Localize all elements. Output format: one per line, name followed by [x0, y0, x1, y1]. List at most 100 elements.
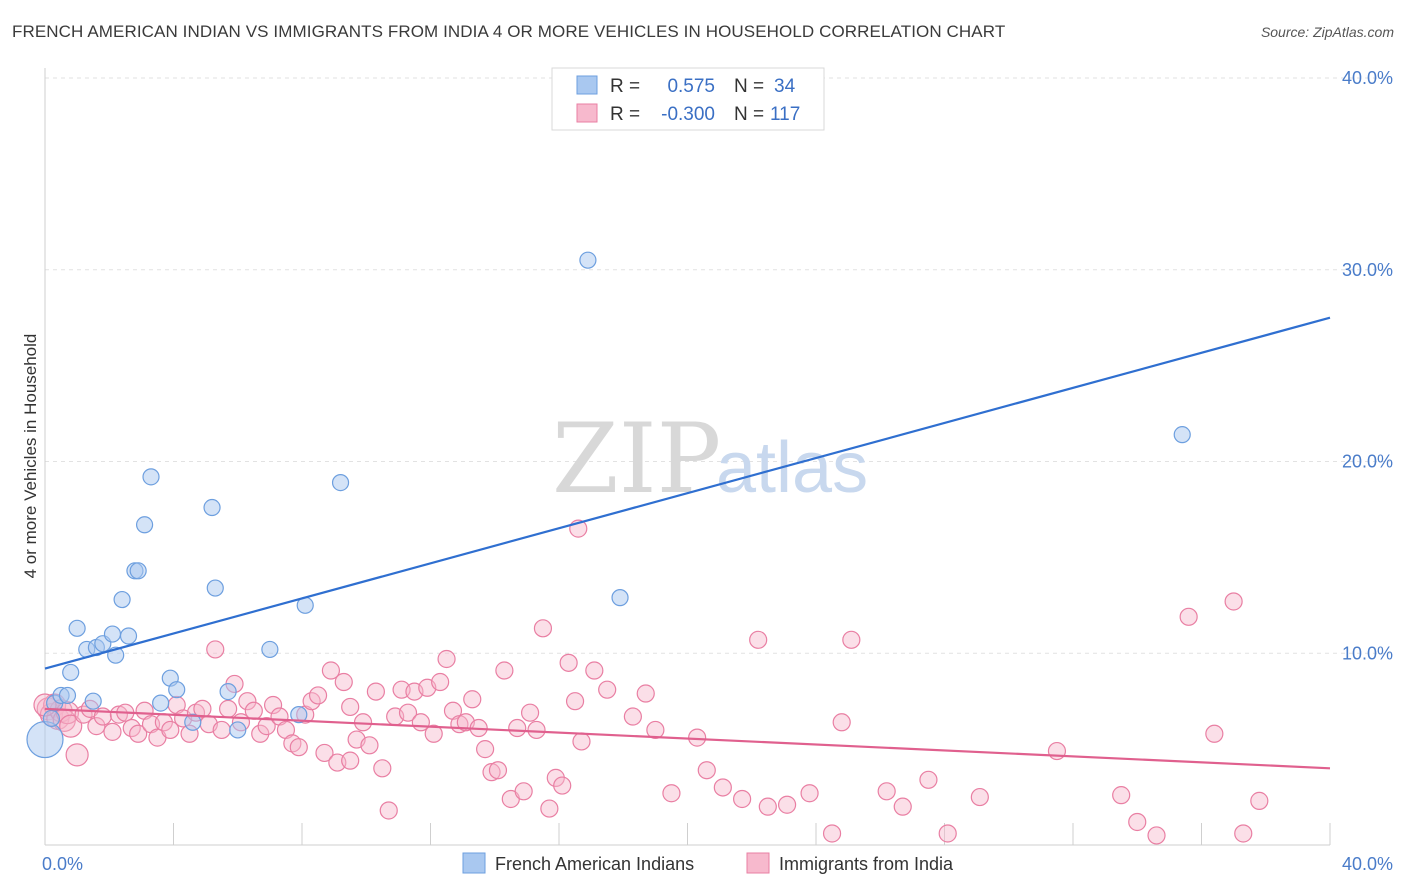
point-immigrants-from-india [129, 724, 148, 743]
stats-swatch-blue [576, 75, 598, 95]
point-immigrants-from-india [527, 720, 546, 740]
stats-swatch-pink [576, 103, 598, 123]
point-immigrants-from-india [919, 770, 938, 789]
point-immigrants-from-india [598, 680, 617, 699]
point-immigrants-from-india [777, 795, 797, 814]
point-french-american-indians [42, 709, 61, 728]
watermark: ZIP atlas [552, 403, 868, 515]
point-immigrants-from-india [733, 789, 752, 809]
point-immigrants-from-india [161, 720, 180, 740]
point-french-american-indians [206, 579, 224, 597]
point-immigrants-from-india [893, 797, 912, 816]
point-french-american-indians [184, 713, 202, 731]
point-immigrants-from-india [800, 784, 819, 803]
point-immigrants-from-india [572, 732, 591, 751]
point-immigrants-from-india [321, 661, 341, 680]
legend: French American Indians Immigrants from … [462, 852, 954, 874]
point-immigrants-from-india [1128, 812, 1147, 832]
point-immigrants-from-india [360, 736, 379, 755]
source-label: Source: ZipAtlas.com [1260, 24, 1394, 40]
point-immigrants-from-india [379, 801, 398, 820]
point-immigrants-from-india [103, 722, 122, 741]
point-immigrants-from-india [1179, 607, 1198, 626]
y-axis-label: 4 or more Vehicles in Household [21, 334, 40, 579]
point-french-american-indians [261, 640, 279, 659]
point-immigrants-from-india [520, 703, 540, 722]
point-immigrants-from-india [585, 661, 604, 680]
watermark-atlas: atlas [716, 428, 868, 508]
point-french-american-indians [611, 589, 629, 607]
point-immigrants-from-india [437, 649, 456, 669]
point-immigrants-from-india [1250, 791, 1269, 810]
stats-r-value-blue: 0.575 [667, 76, 715, 97]
point-french-american-indians [119, 627, 138, 645]
point-french-american-indians [129, 562, 147, 580]
point-immigrants-from-india [565, 692, 585, 711]
series-french-american-indians [26, 251, 1191, 759]
point-immigrants-from-india [1112, 786, 1131, 805]
point-french-american-indians [203, 498, 221, 517]
point-immigrants-from-india [431, 672, 450, 692]
point-immigrants-from-india [514, 782, 533, 801]
point-immigrants-from-india [257, 717, 276, 736]
stats-box: R = 0.575 N = 34 R = -0.300 N = 117 [551, 67, 825, 131]
stats-n-label-blue: N = [734, 76, 764, 97]
point-immigrants-from-india [373, 759, 392, 778]
point-french-american-indians [68, 619, 86, 637]
point-immigrants-from-india [334, 672, 353, 692]
y-tick-label: 30.0% [1342, 260, 1393, 280]
point-immigrants-from-india [646, 720, 665, 740]
point-immigrants-from-india [289, 738, 308, 757]
point-french-american-indians [168, 681, 186, 699]
point-immigrants-from-india [553, 776, 572, 795]
point-immigrants-from-india [219, 699, 238, 718]
point-immigrants-from-india [308, 686, 328, 705]
point-immigrants-from-india [212, 720, 231, 740]
point-immigrants-from-india [636, 684, 655, 703]
trend-lines [44, 316, 1331, 770]
y-tick-label: 40.0% [1342, 68, 1393, 88]
legend-label-immigrants-from-india: Immigrants from India [779, 854, 954, 874]
x-tick-labels: 0.0% 40.0% [42, 854, 1393, 874]
point-immigrants-from-india [109, 705, 128, 724]
point-immigrants-from-india [206, 640, 225, 659]
point-french-american-indians [331, 473, 350, 492]
point-immigrants-from-india [315, 743, 334, 763]
point-immigrants-from-india [59, 714, 83, 738]
point-immigrants-from-india [533, 619, 553, 638]
point-immigrants-from-india [263, 695, 283, 715]
point-immigrants-from-india [697, 761, 716, 780]
point-immigrants-from-india [495, 661, 514, 680]
point-immigrants-from-india [758, 797, 777, 816]
point-immigrants-from-india [970, 787, 989, 807]
x-tick-label: 0.0% [42, 854, 83, 874]
point-french-american-indians [219, 682, 237, 701]
stats-r-label-pink: R = [610, 104, 640, 125]
point-immigrants-from-india [87, 717, 106, 736]
stats-n-value-blue: 34 [774, 76, 796, 97]
point-immigrants-from-india [508, 718, 527, 738]
legend-label-french-american-indians: French American Indians [495, 854, 694, 874]
point-immigrants-from-india [662, 784, 681, 803]
point-immigrants-from-india [749, 630, 768, 649]
legend-swatch-immigrants-from-india [746, 852, 770, 874]
point-french-american-indians [1173, 426, 1191, 444]
point-immigrants-from-india [713, 778, 732, 797]
point-immigrants-from-india [559, 653, 578, 672]
stats-r-label-blue: R = [610, 76, 640, 97]
point-french-american-indians [26, 720, 64, 759]
point-immigrants-from-india [424, 724, 443, 743]
point-immigrants-from-india [398, 703, 418, 722]
point-french-american-indians [229, 721, 247, 739]
point-immigrants-from-india [65, 743, 89, 767]
trend-line [44, 316, 1331, 670]
legend-swatch-french-american-indians [462, 852, 486, 874]
point-immigrants-from-india [1205, 724, 1224, 743]
point-immigrants-from-india [488, 761, 508, 780]
x-tick-label: 40.0% [1342, 854, 1393, 874]
point-immigrants-from-india [341, 697, 360, 717]
point-immigrants-from-india [1224, 592, 1243, 611]
point-immigrants-from-india [540, 799, 559, 818]
point-immigrants-from-india [463, 690, 482, 709]
